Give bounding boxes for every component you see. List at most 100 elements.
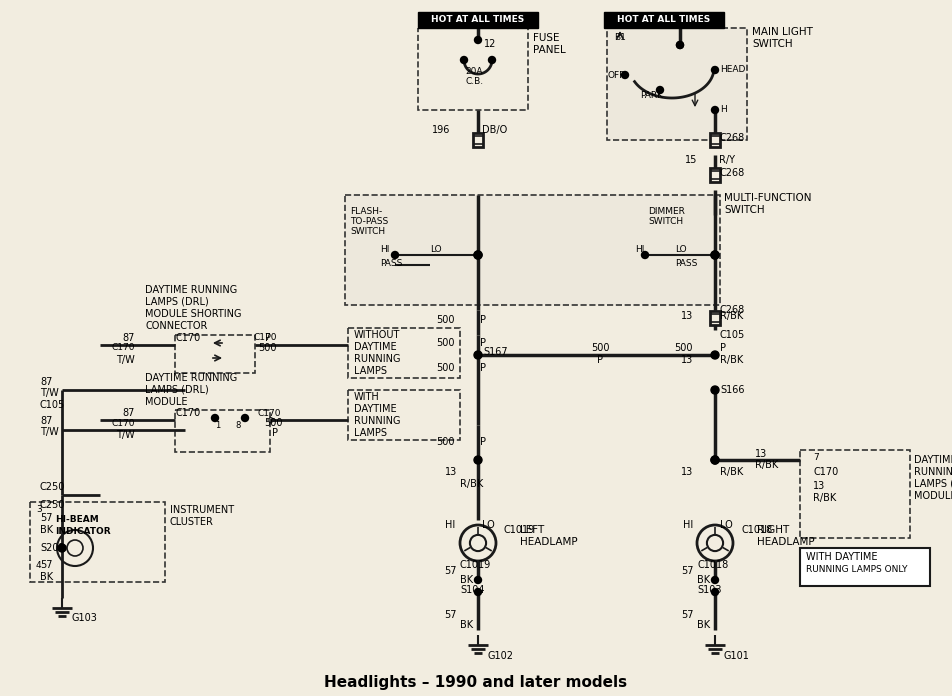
- Text: 13: 13: [681, 467, 693, 477]
- Text: R/Y: R/Y: [719, 155, 735, 165]
- Text: LAMPS: LAMPS: [354, 428, 387, 438]
- Text: 87: 87: [40, 416, 52, 426]
- Text: 500: 500: [264, 418, 283, 428]
- Text: HOT AT ALL TIMES: HOT AT ALL TIMES: [618, 15, 710, 24]
- Text: 13: 13: [445, 467, 457, 477]
- Circle shape: [677, 42, 684, 49]
- Bar: [710, 133, 720, 147]
- Text: G103: G103: [72, 613, 98, 623]
- Circle shape: [711, 106, 719, 113]
- Text: T/W: T/W: [116, 355, 135, 365]
- Text: 20A: 20A: [465, 68, 483, 77]
- Circle shape: [474, 351, 482, 359]
- Circle shape: [474, 589, 482, 596]
- Text: HEADLAMP: HEADLAMP: [520, 537, 578, 547]
- Text: S201: S201: [40, 543, 65, 553]
- Text: HI: HI: [683, 520, 693, 530]
- Text: LAMPS: LAMPS: [354, 366, 387, 376]
- Text: WITH DAYTIME: WITH DAYTIME: [806, 552, 878, 562]
- Text: S167: S167: [483, 347, 507, 357]
- Text: P: P: [480, 338, 486, 348]
- Bar: [418, 28, 528, 110]
- Text: 500: 500: [258, 343, 276, 353]
- Text: 57: 57: [40, 560, 52, 570]
- Text: P: P: [480, 315, 486, 325]
- Text: 1: 1: [215, 420, 220, 429]
- Text: FUSE: FUSE: [533, 33, 560, 43]
- Text: 500: 500: [437, 338, 455, 348]
- Text: PANEL: PANEL: [533, 45, 565, 55]
- Text: DAYTIME: DAYTIME: [914, 455, 952, 465]
- Circle shape: [711, 589, 719, 596]
- Text: C170: C170: [813, 467, 839, 477]
- Text: P: P: [265, 333, 271, 343]
- Circle shape: [391, 251, 399, 258]
- Text: C268: C268: [720, 133, 745, 143]
- Text: PASS: PASS: [380, 258, 403, 267]
- Text: C170: C170: [175, 408, 200, 418]
- Text: SWITCH: SWITCH: [648, 217, 684, 226]
- Circle shape: [474, 456, 482, 464]
- Text: LO: LO: [482, 520, 495, 530]
- Text: SWITCH: SWITCH: [752, 39, 793, 49]
- Text: 500: 500: [675, 343, 693, 353]
- Text: T/W: T/W: [40, 388, 59, 398]
- Text: LAMPS (DRL): LAMPS (DRL): [914, 479, 952, 489]
- Text: C170: C170: [111, 418, 135, 427]
- Text: P: P: [597, 355, 603, 365]
- Text: 57: 57: [682, 566, 694, 576]
- Circle shape: [711, 576, 719, 583]
- Text: C170: C170: [111, 344, 135, 352]
- Text: P: P: [720, 343, 726, 353]
- Circle shape: [474, 576, 482, 583]
- Text: T/W: T/W: [40, 427, 59, 437]
- Text: R/BK: R/BK: [720, 311, 744, 321]
- Text: 13: 13: [755, 449, 767, 459]
- Text: S166: S166: [720, 385, 744, 395]
- Text: C.B.: C.B.: [465, 77, 483, 86]
- Bar: [800, 548, 930, 586]
- Text: BK: BK: [697, 575, 710, 585]
- Circle shape: [711, 67, 719, 74]
- Text: BK: BK: [460, 575, 473, 585]
- Text: MODULE: MODULE: [914, 491, 952, 501]
- Text: R/BK: R/BK: [813, 493, 836, 503]
- Circle shape: [711, 456, 719, 464]
- Text: HEAD: HEAD: [720, 65, 745, 74]
- Text: HI: HI: [445, 520, 455, 530]
- Bar: [348, 390, 460, 440]
- Text: 196: 196: [431, 125, 450, 135]
- Text: 8: 8: [235, 420, 240, 429]
- Text: DAYTIME RUNNING: DAYTIME RUNNING: [145, 285, 237, 295]
- Circle shape: [211, 415, 219, 422]
- Text: 7: 7: [813, 454, 819, 463]
- Text: HEADLAMP: HEADLAMP: [757, 537, 815, 547]
- Text: SWITCH: SWITCH: [724, 205, 764, 215]
- Text: PASS: PASS: [675, 258, 698, 267]
- Text: WITH: WITH: [354, 392, 380, 402]
- Text: HI: HI: [380, 246, 389, 255]
- Text: INDICATOR: INDICATOR: [55, 528, 110, 537]
- Text: C250: C250: [40, 500, 66, 510]
- Bar: [175, 410, 270, 452]
- Text: C1018: C1018: [742, 525, 773, 535]
- Bar: [710, 168, 720, 182]
- Text: HI-BEAM: HI-BEAM: [55, 516, 99, 525]
- Text: RUNNING: RUNNING: [354, 354, 401, 364]
- Text: BK: BK: [40, 572, 53, 582]
- Text: DIMMER: DIMMER: [648, 207, 684, 216]
- Text: 87: 87: [40, 377, 52, 387]
- Text: WITHOUT: WITHOUT: [354, 330, 401, 340]
- Circle shape: [461, 56, 467, 63]
- Text: R/BK: R/BK: [460, 479, 484, 489]
- Text: 57: 57: [445, 566, 457, 576]
- Text: P: P: [480, 363, 486, 373]
- Text: 500: 500: [437, 363, 455, 373]
- Text: B1: B1: [614, 33, 625, 42]
- Circle shape: [242, 415, 248, 422]
- Text: 500: 500: [437, 437, 455, 447]
- Text: CLUSTER: CLUSTER: [170, 517, 214, 527]
- Text: RUNNING: RUNNING: [914, 467, 952, 477]
- Text: MODULE SHORTING: MODULE SHORTING: [145, 309, 242, 319]
- Text: INSTRUMENT: INSTRUMENT: [170, 505, 234, 515]
